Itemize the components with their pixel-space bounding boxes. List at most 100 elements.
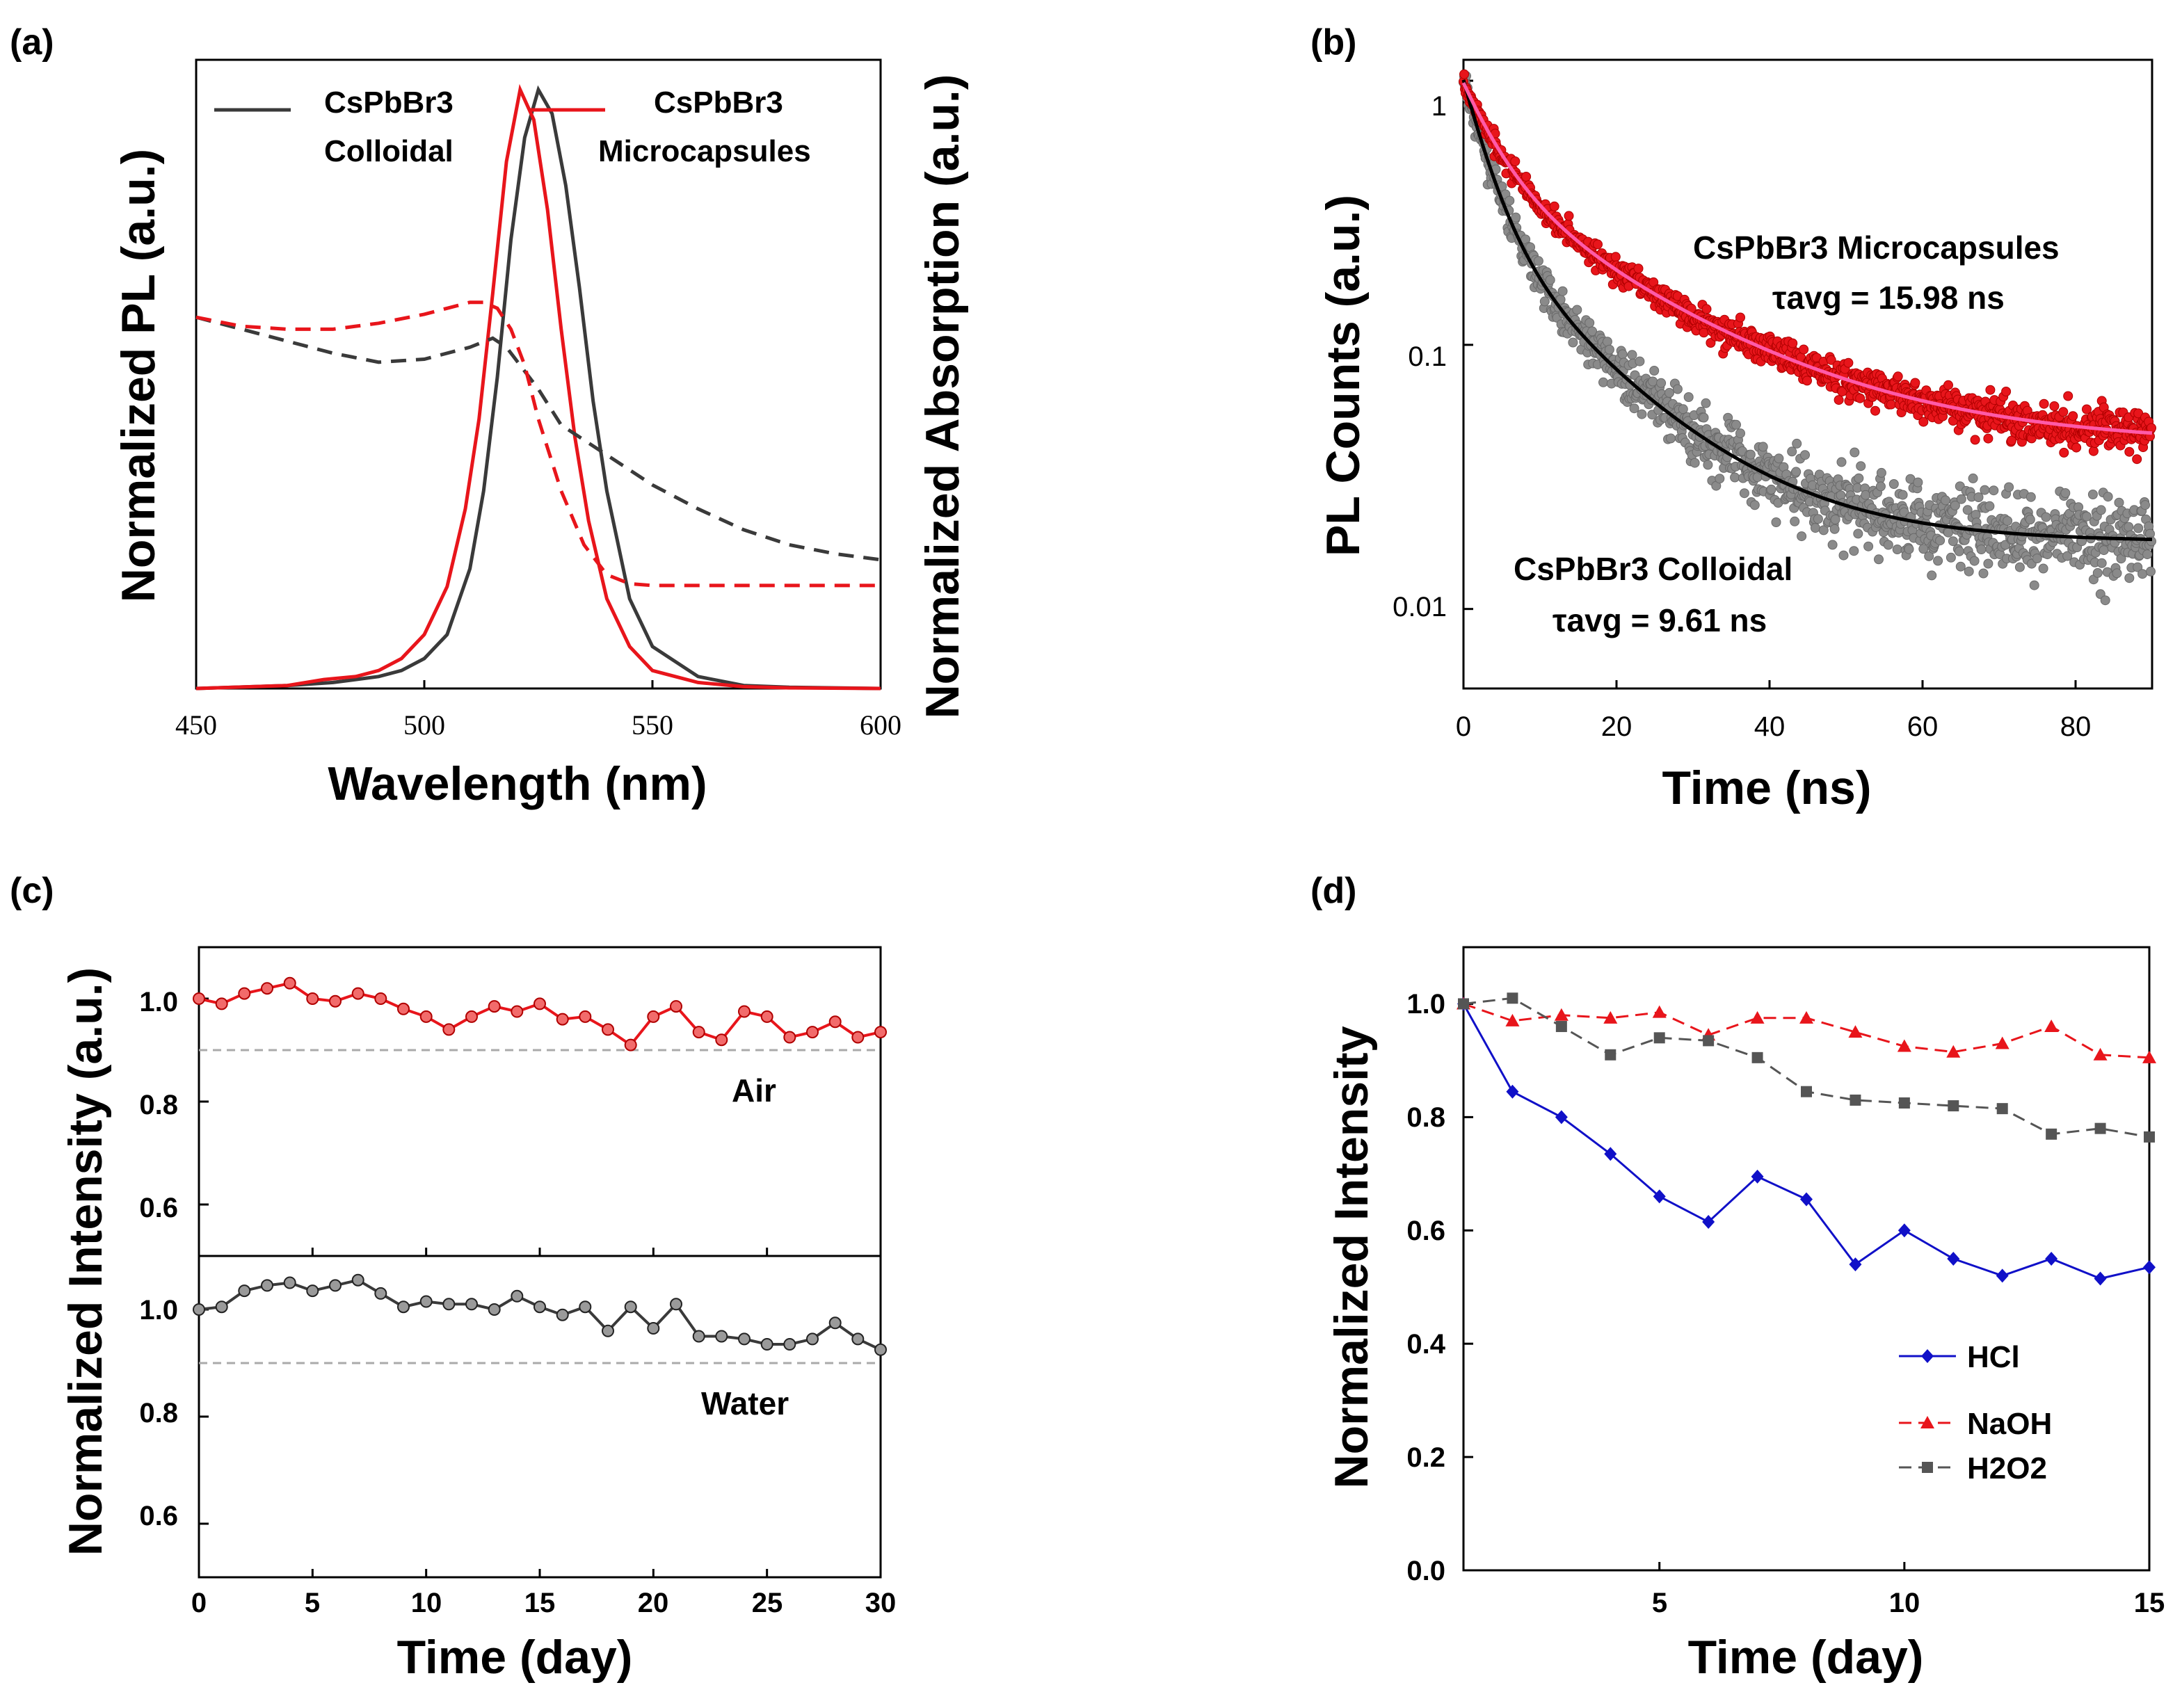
data-point <box>2103 492 2113 502</box>
series-air-line <box>198 981 881 1047</box>
data-point-h2o2 <box>1801 1086 1812 1097</box>
data-point <box>2140 500 2151 510</box>
data-point-naoh <box>1603 1010 1618 1024</box>
data-point <box>2025 515 2035 525</box>
data-point <box>1510 156 1521 166</box>
panel-b-xlabel: Time (ns) <box>1662 762 1871 814</box>
legend-naoh-label: NaOH <box>1967 1407 2052 1441</box>
panel-b-plot-area <box>1459 69 2156 688</box>
data-point-naoh <box>1995 1036 2009 1049</box>
panel-c-ytick: 0.6 <box>139 1193 178 1223</box>
data-point <box>1827 540 1838 550</box>
data-point <box>1545 275 1555 285</box>
panel-a-plot-area <box>195 83 882 691</box>
data-point <box>1950 500 1960 510</box>
data-point <box>2068 411 2078 421</box>
data-point-water <box>760 1338 773 1351</box>
panel-d-ytick: 0.4 <box>1406 1329 1445 1360</box>
panel-c-label: (c) <box>10 871 54 911</box>
data-point <box>1745 449 1756 460</box>
data-point <box>2059 447 2069 458</box>
data-point <box>1666 433 1676 444</box>
panel-d-xtick: 15 <box>2134 1588 2165 1618</box>
panel-c-ytick: 0.6 <box>139 1501 178 1531</box>
data-point <box>2071 442 2082 453</box>
panel-d-legend: HCl NaOH H2O2 <box>1899 1340 2052 1485</box>
data-point <box>1818 525 1829 535</box>
data-point <box>1973 492 1984 502</box>
data-point <box>1941 495 1950 506</box>
panel-c-yticks-water: 1.0 0.8 0.6 <box>139 1295 178 1531</box>
panel-b-annotation-microcapsules: CsPbBr3 Microcapsules <box>1693 229 2060 266</box>
data-point <box>1790 516 1800 526</box>
data-point <box>2025 492 2036 502</box>
panel-d-label: (d) <box>1310 871 1356 911</box>
data-point <box>2060 488 2071 498</box>
data-point <box>1969 556 1980 566</box>
data-point-hcl <box>1898 1223 1911 1238</box>
data-point <box>1843 357 1854 368</box>
data-point-air <box>624 1038 637 1052</box>
data-point-air <box>351 987 364 1000</box>
data-point <box>1893 371 1903 382</box>
data-point-water <box>442 1298 456 1311</box>
panel-a-ylabel: Normalized PL (a.u.) <box>112 149 165 602</box>
data-point <box>2062 551 2073 561</box>
data-point-air <box>783 1031 796 1044</box>
data-point-air <box>556 1013 569 1026</box>
data-point-h2o2 <box>1948 1100 1959 1112</box>
data-point-water <box>874 1343 887 1356</box>
data-point-air <box>419 1010 433 1023</box>
data-point-hcl <box>2045 1252 2058 1266</box>
panel-d-xlabel: Time (day) <box>1688 1631 1924 1684</box>
panel-b-xtick: 80 <box>2060 711 2092 742</box>
data-point-air <box>806 1026 819 1039</box>
panel-c-ytick: 1.0 <box>139 987 178 1017</box>
data-point-water <box>193 1303 205 1316</box>
data-point <box>1913 477 1923 488</box>
panel-c-frame <box>198 946 882 1579</box>
data-point <box>1774 453 1784 464</box>
data-point-water <box>351 1273 364 1287</box>
data-point <box>1735 428 1745 439</box>
panel-c-xtick: 10 <box>411 1588 442 1618</box>
data-point <box>2124 522 2134 532</box>
data-point-water <box>283 1276 296 1289</box>
data-point-naoh <box>2044 1020 2059 1033</box>
data-point-air <box>738 1005 751 1018</box>
data-point <box>2100 595 2110 606</box>
data-point-hcl <box>1702 1215 1715 1230</box>
panel-d-ytick: 1.0 <box>1406 989 1445 1020</box>
data-point-h2o2 <box>1458 998 1469 1010</box>
data-point <box>1792 438 1802 449</box>
data-point <box>1587 326 1598 337</box>
data-point-water <box>806 1332 819 1346</box>
data-point-air <box>715 1033 728 1047</box>
data-point-water <box>488 1303 501 1316</box>
data-point-h2o2 <box>2094 1122 2106 1134</box>
data-point <box>1933 556 1943 566</box>
data-point <box>2058 407 2069 417</box>
data-point-water <box>579 1300 592 1314</box>
panel-a-label: (a) <box>10 22 54 63</box>
data-point <box>1766 484 1776 494</box>
data-point-hcl <box>1996 1268 2009 1283</box>
data-point-air <box>692 1026 705 1039</box>
data-point-air <box>193 992 205 1005</box>
data-point <box>1810 523 1820 533</box>
panel-b-annotation-colloidal: CsPbBr3 Colloidal <box>1514 551 1792 587</box>
data-point <box>2092 567 2103 578</box>
data-point <box>1918 417 1929 427</box>
data-point-hcl <box>1653 1189 1666 1204</box>
panel-c-xtick: 5 <box>305 1588 320 1618</box>
data-point <box>2087 490 2098 499</box>
panel-b: (b) 0 20 40 60 80 1 0.1 0.01 Time (ns) P… <box>1310 22 2156 814</box>
data-point-air <box>602 1023 614 1036</box>
data-point <box>1701 304 1712 314</box>
data-point <box>1800 450 1810 460</box>
data-point <box>1904 544 1914 554</box>
series-cspbbr3-microcapsules-abs <box>195 300 881 588</box>
panel-d-yticks: 0.0 0.2 0.4 0.6 0.8 1.0 <box>1406 989 1445 1586</box>
data-point <box>1968 473 1978 483</box>
